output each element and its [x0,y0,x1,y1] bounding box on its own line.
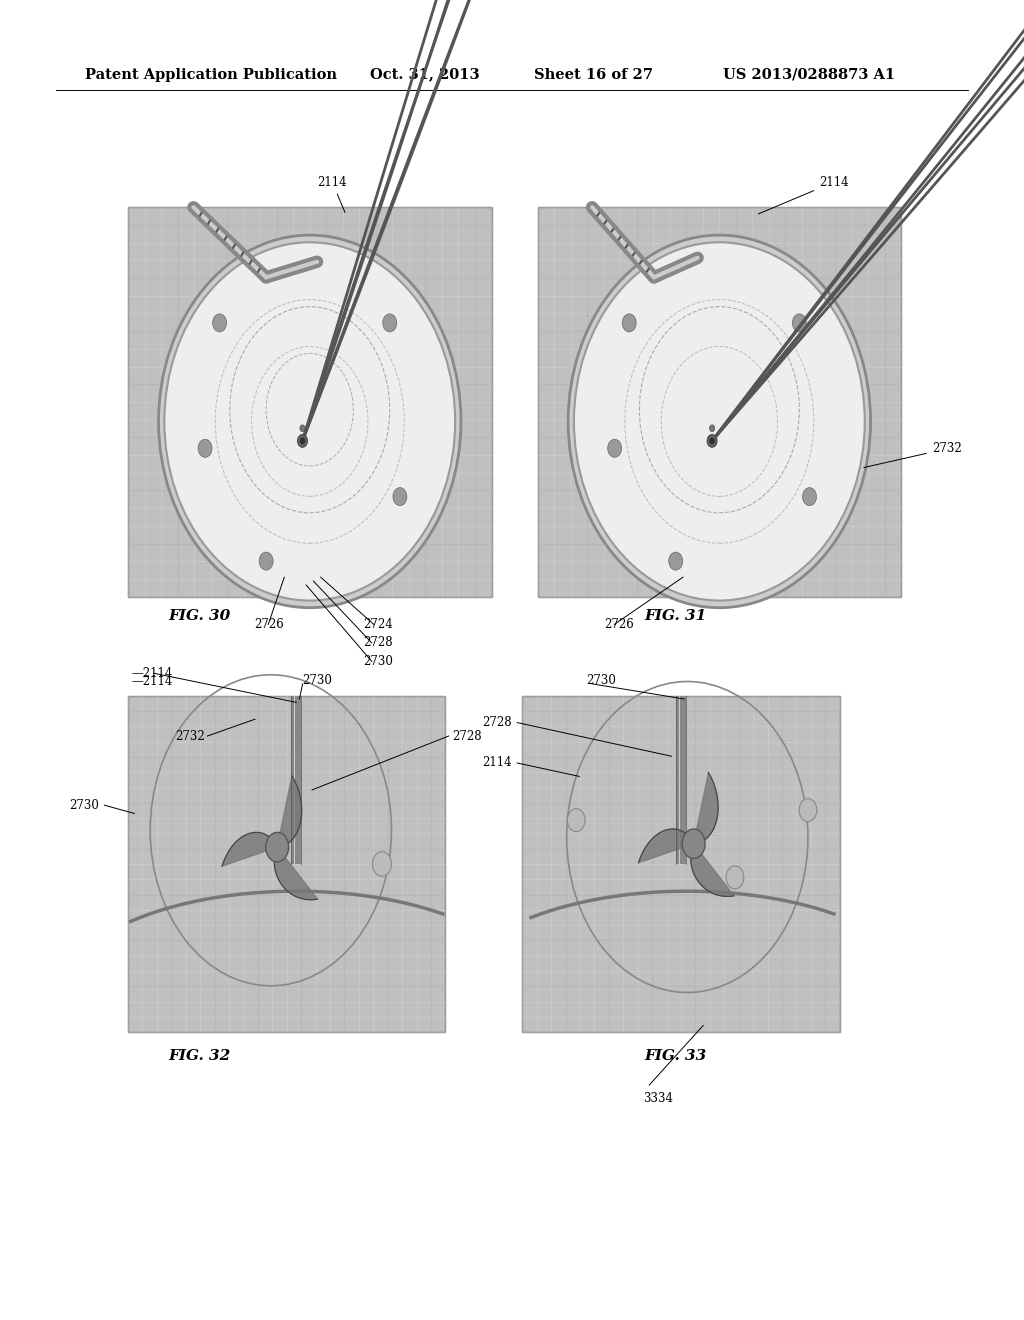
Ellipse shape [573,243,864,601]
Bar [538,207,901,597]
Circle shape [793,314,806,331]
Circle shape [623,314,636,331]
Text: Patent Application Publication: Patent Application Publication [85,67,337,82]
Circle shape [373,851,391,876]
Text: FIG. 32: FIG. 32 [169,1049,230,1063]
Text: 2114: 2114 [758,176,849,214]
Text: 2730: 2730 [364,655,393,668]
Text: 2726: 2726 [604,618,634,631]
Bar [522,696,840,1032]
Text: Sheet 16 of 27: Sheet 16 of 27 [535,67,653,82]
Polygon shape [693,772,718,843]
Ellipse shape [568,235,870,607]
Text: 2730: 2730 [303,675,333,686]
Circle shape [300,438,305,444]
Circle shape [669,552,683,570]
Polygon shape [222,833,278,866]
Text: 2114: 2114 [482,756,512,770]
Circle shape [383,314,396,331]
Circle shape [708,434,717,447]
Text: 2728: 2728 [364,636,393,649]
Circle shape [799,799,817,821]
Bar [294,696,296,863]
Polygon shape [274,847,317,900]
Circle shape [710,425,715,432]
Text: 2732: 2732 [176,730,206,743]
Circle shape [198,440,212,457]
Bar [676,696,686,863]
Text: —2114: —2114 [131,667,172,680]
Circle shape [393,487,407,506]
Polygon shape [278,776,302,847]
Text: 2728: 2728 [452,730,481,743]
Ellipse shape [159,235,461,607]
Text: —2114: —2114 [131,675,172,688]
Text: FIG. 31: FIG. 31 [645,610,707,623]
Text: 2732: 2732 [864,442,962,467]
Text: 2726: 2726 [254,618,284,631]
Text: FIG. 30: FIG. 30 [169,610,230,623]
Circle shape [567,809,585,832]
Circle shape [607,440,622,457]
Circle shape [726,866,743,888]
Text: 2724: 2724 [364,618,393,631]
Bar [128,696,445,1032]
Text: 3334: 3334 [643,1092,673,1105]
Circle shape [213,314,226,331]
Ellipse shape [164,243,456,601]
Text: Oct. 31, 2013: Oct. 31, 2013 [370,67,480,82]
Text: 2728: 2728 [482,715,512,729]
Circle shape [300,425,305,432]
Bar [292,696,301,863]
Circle shape [298,434,307,447]
Circle shape [803,487,816,506]
Polygon shape [639,829,693,863]
Bar [679,696,680,863]
Text: US 2013/0288873 A1: US 2013/0288873 A1 [723,67,895,82]
Polygon shape [691,843,734,896]
Text: 2730: 2730 [586,675,615,686]
Circle shape [710,438,715,444]
Circle shape [259,552,273,570]
Circle shape [682,829,706,858]
Circle shape [266,833,289,862]
Bar [128,207,492,597]
Text: FIG. 33: FIG. 33 [645,1049,707,1063]
Text: 2730: 2730 [70,799,99,812]
Text: 2114: 2114 [317,176,347,213]
